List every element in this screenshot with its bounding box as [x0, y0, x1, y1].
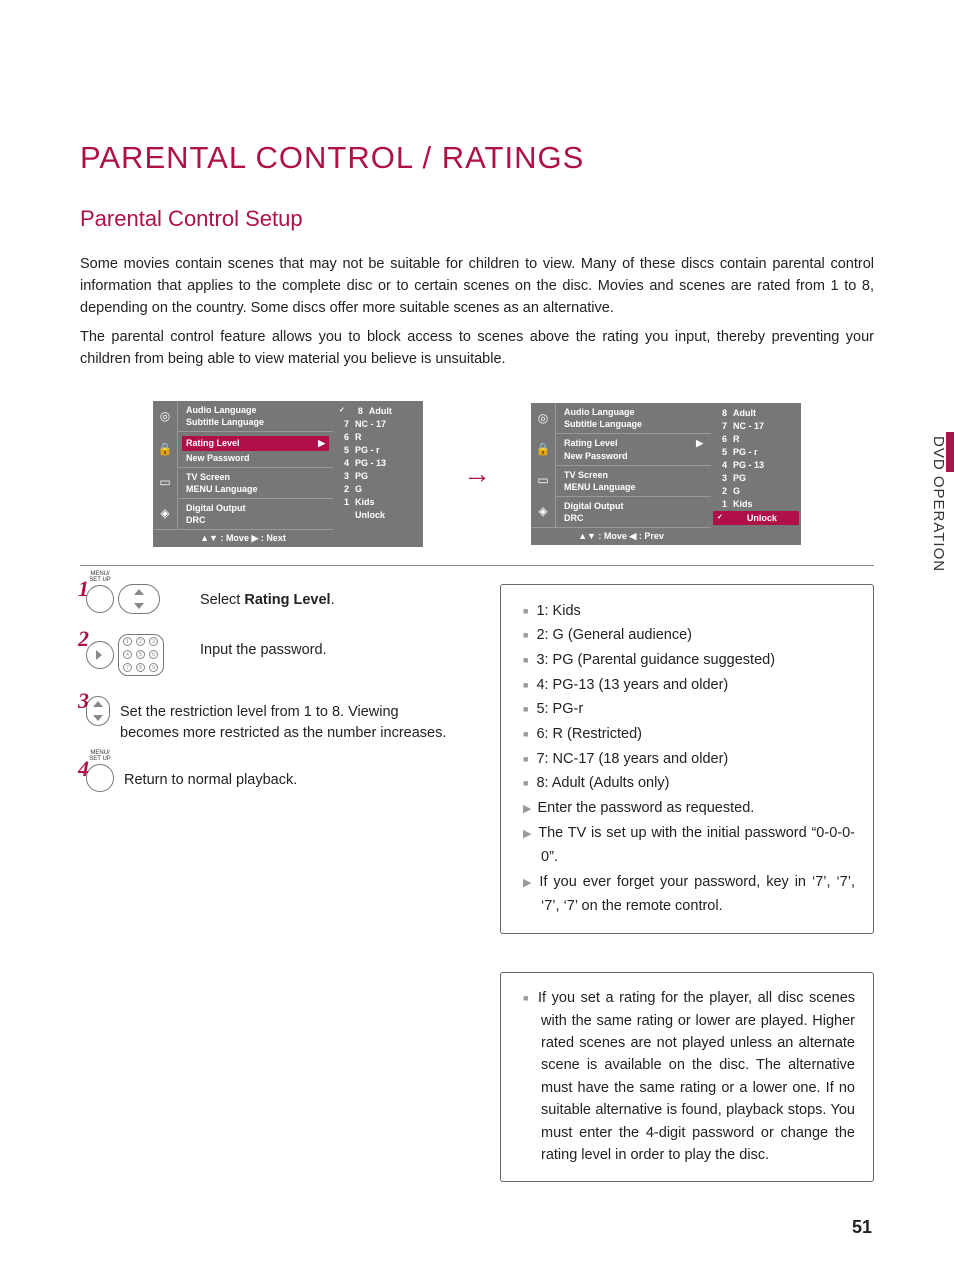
step-1: 1 MENU/ SET UP Select Rating Level.: [80, 584, 450, 614]
osd-screen-left: ◎ Audio LanguageSubtitle Language 🔒 Rating …: [153, 401, 423, 547]
osd-menu-item: Rating Level▶: [564, 437, 703, 450]
osd-rating-option: 2G: [717, 485, 795, 498]
osd-rating-option: 6R: [717, 433, 795, 446]
osd-menu-item: Subtitle Language: [186, 416, 325, 428]
osd-menu-item: Subtitle Language: [564, 418, 703, 430]
note-text: If you set a rating for the player, all …: [541, 987, 855, 1167]
osd-footer-hint: ▲▼ : Move ◀ : Prev: [531, 527, 711, 545]
menu-button-icon: [86, 585, 114, 613]
osd-category-icon: ◎: [531, 403, 555, 433]
osd-category-icon: 🔒: [531, 433, 555, 465]
osd-menu-item: Audio Language: [186, 404, 325, 416]
step-number: 4: [78, 756, 89, 782]
osd-rating-option: 4PG - 13: [339, 457, 417, 470]
tab-label: DVD OPERATION: [930, 432, 947, 572]
step-number: 1: [78, 576, 89, 602]
osd-menu-item: Digital Output: [186, 502, 325, 514]
osd-rating-option: 3PG: [717, 472, 795, 485]
osd-rating-option: 3PG: [339, 470, 417, 483]
step-3-text: Set the restriction level from 1 to 8. V…: [120, 696, 450, 744]
osd-rating-option: 2G: [339, 483, 417, 496]
number-keypad-icon: 123456789: [118, 634, 164, 676]
step-number: 2: [78, 626, 89, 652]
osd-comparison-row: ◎Audio LanguageSubtitle Language🔒Rating …: [80, 401, 874, 547]
ratings-legend-box: 1: Kids2: G (General audience)3: PG (Par…: [500, 584, 874, 934]
osd-rating-option: 7NC - 17: [717, 420, 795, 433]
osd-rating-option: 1Kids: [717, 498, 795, 511]
steps-column: 1 MENU/ SET UP Select Rating Level. 2: [80, 584, 450, 1182]
note-box: If you set a rating for the player, all …: [500, 972, 874, 1182]
step-3: 3 Set the restriction level from 1 to 8.…: [80, 696, 450, 744]
intro-paragraph-1: Some movies contain scenes that may not …: [80, 254, 874, 319]
osd-rating-option: 1Kids: [339, 496, 417, 509]
menu-button-icon: [86, 764, 114, 792]
tab-bar-icon: [946, 432, 954, 472]
osd-category-icon: ▭: [531, 465, 555, 496]
step-4: 4 MENU/ SET UP Return to normal playback…: [80, 764, 450, 792]
section-subtitle: Parental Control Setup: [80, 206, 874, 232]
rating-level-item: 6: R (Restricted): [541, 722, 855, 747]
osd-menu-item: New Password: [564, 450, 703, 462]
osd-rating-option: 7NC - 17: [339, 418, 417, 431]
osd-screen-right: ◎ Audio LanguageSubtitle Language 🔒 Rating …: [531, 403, 801, 545]
osd-rating-option: 5PG - r: [339, 444, 417, 457]
osd-menu-item: MENU Language: [186, 483, 325, 495]
menu-setup-label: MENU/ SET UP: [86, 750, 114, 762]
step-4-text: Return to normal playback.: [124, 764, 297, 791]
osd-category-icon: 🔒: [153, 431, 177, 467]
osd-rating-option: 6R: [339, 431, 417, 444]
page-number: 51: [852, 1217, 872, 1238]
menu-setup-label: MENU/ SET UP: [86, 571, 114, 583]
rating-note-item: The TV is set up with the initial passwo…: [541, 821, 855, 870]
osd-footer-hint: ▲▼ : Move ▶ : Next: [153, 529, 333, 547]
osd-menu-item: MENU Language: [564, 481, 703, 493]
osd-menu-item: Digital Output: [564, 500, 703, 512]
up-down-button-icon: [118, 584, 160, 614]
osd-menu-item: Rating Level▶: [182, 436, 329, 451]
osd-menu-item: Audio Language: [564, 406, 703, 418]
rating-level-item: 5: PG-r: [541, 697, 855, 722]
rating-level-item: 8: Adult (Adults only): [541, 771, 855, 796]
step-2-text: Input the password.: [200, 634, 327, 661]
osd-rating-option: 5PG - r: [717, 446, 795, 459]
osd-rating-option: ✓8Adult: [339, 405, 417, 418]
osd-menu-item: TV Screen: [564, 469, 703, 481]
rating-level-item: 3: PG (Parental guidance suggested): [541, 648, 855, 673]
osd-rating-option: 8Adult: [717, 407, 795, 420]
arrow-right-icon: →: [463, 458, 491, 490]
osd-category-icon: ▭: [153, 467, 177, 498]
rating-level-item: 7: NC-17 (18 years and older): [541, 747, 855, 772]
section-divider: [80, 565, 874, 566]
osd-rating-option: ✓Unlock: [713, 511, 799, 525]
right-button-icon: [86, 641, 114, 669]
step-1-text: Select Rating Level.: [200, 584, 335, 611]
osd-rating-option: 4PG - 13: [717, 459, 795, 472]
rating-level-item: 1: Kids: [541, 599, 855, 624]
osd-menu-item: DRC: [564, 512, 703, 524]
intro-paragraph-2: The parental control feature allows you …: [80, 327, 874, 371]
osd-category-icon: ◈: [531, 496, 555, 527]
rating-note-item: Enter the password as requested.: [541, 796, 855, 821]
osd-category-icon: ◈: [153, 498, 177, 529]
rating-level-item: 4: PG-13 (13 years and older): [541, 673, 855, 698]
up-down-button-icon: [86, 696, 110, 726]
rating-level-item: 2: G (General audience): [541, 623, 855, 648]
osd-rating-option: Unlock: [339, 509, 417, 522]
osd-category-icon: ◎: [153, 401, 177, 431]
step-number: 3: [78, 688, 89, 714]
step-2: 2 123456789 Input the password.: [80, 634, 450, 676]
page-title: PARENTAL CONTROL / RATINGS: [80, 140, 874, 176]
rating-note-item: If you ever forget your password, key in…: [541, 870, 855, 919]
osd-menu-item: TV Screen: [186, 471, 325, 483]
osd-menu-item: DRC: [186, 514, 325, 526]
osd-menu-item: New Password: [186, 452, 325, 464]
section-tab: DVD OPERATION: [930, 432, 954, 612]
